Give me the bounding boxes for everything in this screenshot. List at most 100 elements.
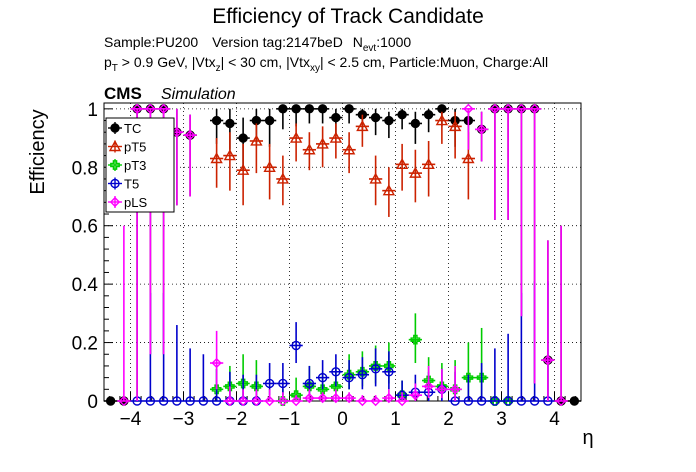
data-marker bbox=[198, 396, 209, 406]
data-marker bbox=[184, 129, 196, 141]
x-tick-label: 1 bbox=[390, 409, 401, 430]
data-marker bbox=[489, 103, 501, 115]
data-point-pls bbox=[501, 103, 515, 220]
data-point-tc bbox=[289, 104, 303, 127]
x-tick-label: −2 bbox=[226, 409, 248, 430]
data-marker bbox=[225, 118, 235, 129]
data-point-pt5 bbox=[302, 132, 316, 171]
vtx-xy-cut-text: | < 2.5 cm, Particle:Muon, Charge:All bbox=[320, 54, 548, 70]
data-point-pls bbox=[117, 225, 131, 407]
x-tick-label: 4 bbox=[549, 409, 560, 430]
data-marker bbox=[158, 103, 169, 115]
data-marker bbox=[250, 134, 263, 146]
data-marker bbox=[463, 396, 474, 406]
data-marker bbox=[317, 384, 328, 395]
data-marker bbox=[344, 369, 355, 380]
y-tick-label: 0.8 bbox=[72, 158, 98, 179]
data-point-tc bbox=[263, 108, 277, 147]
data-marker bbox=[422, 157, 435, 170]
y-axis-title: Efficiency bbox=[27, 109, 49, 194]
data-point-pls bbox=[554, 225, 568, 407]
data-point-pt5 bbox=[448, 111, 462, 159]
y-tick-label: 1 bbox=[87, 100, 98, 121]
legend-entry-tc: TC bbox=[108, 121, 141, 136]
data-marker bbox=[370, 112, 381, 123]
data-point-tc bbox=[408, 111, 422, 144]
data-marker bbox=[251, 395, 262, 407]
data-marker bbox=[450, 384, 461, 395]
x-tick-label: −3 bbox=[173, 409, 195, 430]
data-marker bbox=[211, 357, 222, 369]
data-marker bbox=[304, 104, 315, 114]
data-point-tc bbox=[422, 108, 436, 133]
data-marker bbox=[172, 396, 182, 406]
x-tick-label: −4 bbox=[120, 409, 142, 430]
data-point-t5 bbox=[289, 322, 303, 364]
data-point-pls bbox=[302, 389, 316, 404]
data-point-t5 bbox=[316, 360, 330, 390]
data-marker bbox=[238, 378, 249, 389]
data-marker bbox=[331, 367, 341, 377]
data-marker bbox=[357, 366, 368, 377]
data-marker bbox=[555, 395, 567, 407]
x-tick-label: 0 bbox=[337, 409, 348, 430]
pt-cut-text: > 0.9 GeV, |Vtx bbox=[118, 54, 216, 70]
data-point-pls bbox=[408, 383, 422, 401]
data-marker bbox=[264, 378, 275, 389]
data-marker bbox=[211, 396, 222, 406]
data-point-pt5 bbox=[369, 155, 383, 206]
data-marker bbox=[263, 160, 276, 172]
data-point-t5 bbox=[329, 354, 343, 387]
legend-marker bbox=[108, 140, 122, 152]
data-marker bbox=[317, 372, 328, 383]
data-point-pls bbox=[475, 111, 489, 162]
data-point-t5 bbox=[488, 348, 502, 406]
data-marker bbox=[410, 118, 421, 129]
data-marker bbox=[384, 115, 394, 126]
data-marker bbox=[410, 334, 421, 345]
cms-label: CMS bbox=[104, 84, 142, 103]
data-marker bbox=[423, 381, 434, 392]
legend-entry-pt5: pT5 bbox=[108, 140, 146, 155]
vtx-z-subscript: z bbox=[216, 63, 221, 74]
data-marker bbox=[303, 143, 316, 155]
simulation-label: Simulation bbox=[161, 86, 236, 103]
data-marker bbox=[276, 172, 290, 184]
data-marker bbox=[382, 184, 396, 196]
data-marker bbox=[291, 104, 301, 114]
version-label: Version tag:2147beD bbox=[212, 34, 343, 50]
data-marker bbox=[462, 152, 475, 164]
data-marker bbox=[223, 149, 237, 161]
data-marker bbox=[291, 340, 301, 351]
data-marker bbox=[185, 396, 195, 406]
data-marker bbox=[356, 119, 369, 132]
data-point-pt5 bbox=[249, 123, 263, 174]
data-point-pls bbox=[276, 392, 290, 407]
nevt-value: :1000 bbox=[376, 34, 411, 50]
data-marker bbox=[237, 395, 249, 407]
data-marker bbox=[542, 354, 554, 366]
data-marker bbox=[316, 137, 329, 149]
data-point-tc bbox=[276, 104, 290, 130]
data-marker bbox=[423, 109, 434, 120]
legend: TC pT5 pT3 T5 pLS bbox=[105, 117, 175, 213]
data-marker bbox=[224, 395, 236, 407]
data-marker bbox=[463, 372, 474, 383]
data-point-tc bbox=[342, 104, 356, 124]
data-point-pt5 bbox=[355, 114, 369, 147]
pt-subscript: T bbox=[112, 63, 118, 74]
data-marker bbox=[210, 152, 223, 164]
chart-title: Efficiency of Track Candidate bbox=[212, 5, 484, 28]
data-points bbox=[104, 103, 581, 407]
data-marker bbox=[342, 143, 356, 155]
data-marker bbox=[396, 395, 408, 407]
data-point-pt5 bbox=[408, 149, 422, 203]
data-point-pls bbox=[236, 389, 250, 407]
legend-label: pLS bbox=[124, 195, 147, 210]
data-marker bbox=[370, 361, 381, 371]
legend-label: pT5 bbox=[124, 140, 146, 155]
data-point-pls bbox=[263, 389, 277, 407]
grid-lines bbox=[104, 103, 581, 402]
nevt-subscript: evt bbox=[363, 43, 377, 54]
x-tick-label: 3 bbox=[496, 409, 507, 430]
